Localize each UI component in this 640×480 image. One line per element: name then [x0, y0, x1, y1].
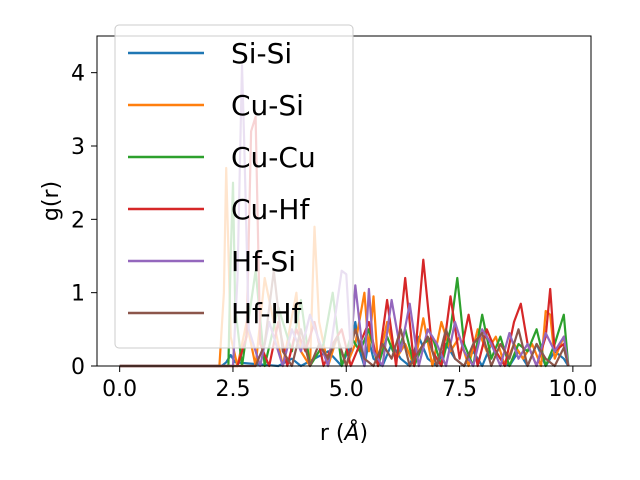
legend-label: Cu-Si: [231, 89, 304, 122]
legend-label: Hf-Hf: [231, 297, 303, 330]
legend-label: Cu-Hf: [231, 193, 310, 226]
y-tick-label: 3: [71, 135, 85, 160]
x-tick-label: 7.5: [442, 377, 477, 402]
y-tick-label: 4: [71, 62, 85, 87]
series-line-hf-hf: [119, 269, 570, 368]
y-tick-label: 0: [71, 355, 85, 380]
x-tick-label: 0.0: [102, 377, 137, 402]
x-tick-label: 2.5: [215, 377, 250, 402]
y-tick-label: 1: [71, 282, 85, 307]
legend-entries: Si-Si Cu-Si Cu-Cu Cu-Hf Hf-Si Hf-Hf: [128, 37, 316, 330]
x-axis-label: r (Å): [320, 419, 368, 446]
legend-label: Hf-Si: [231, 245, 296, 278]
legend-label: Si-Si: [231, 37, 292, 70]
x-tick-label: 5.0: [329, 377, 364, 402]
ticks-layer: 0.0 2.5 5.0 7.5 10.0 0 1 2 3 4: [71, 62, 597, 402]
y-tick-label: 2: [71, 208, 85, 233]
x-tick-label: 10.0: [548, 377, 597, 402]
legend-label: Cu-Cu: [231, 141, 316, 174]
y-axis-label: g(r): [39, 181, 64, 221]
legend: Si-Si Cu-Si Cu-Cu Cu-Hf Hf-Si Hf-Hf: [114, 24, 354, 349]
